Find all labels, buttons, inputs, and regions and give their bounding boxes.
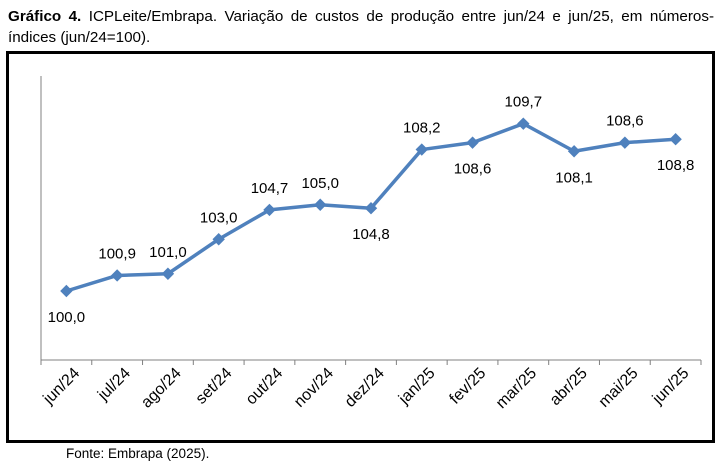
x-tick-label: mai/25 [596,365,642,411]
data-label: 108,1 [555,169,593,186]
data-point-marker [517,117,530,130]
data-label: 104,8 [352,226,390,243]
data-label-layer: 100,0 100,9 101,0 103,0 104,7 105,0 104,8 108,2… [48,94,695,326]
x-tick-label: jul/24 [94,365,134,405]
source-note: Fonte: Embrapa (2025). [66,446,210,461]
data-point-marker [618,136,632,149]
line-chart: 100,0 100,9 101,0 103,0 104,7 105,0 104,8 108,2… [40,76,702,412]
x-tick-label: dez/24 [342,365,388,411]
data-point-marker [110,269,124,282]
data-label: 108,6 [606,113,644,130]
data-label: 108,2 [403,120,441,137]
figure-caption: Gráfico 4. ICPLeite/Embrapa. Variação de… [8,6,714,48]
data-point-marker [314,198,327,211]
caption-text: ICPLeite/Embrapa. Variação de custos de … [8,8,714,46]
x-tick-label: out/24 [243,365,287,409]
data-label: 104,7 [251,180,289,197]
data-label: 108,8 [657,157,695,174]
data-label: 101,0 [149,244,187,261]
data-label: 108,6 [454,161,492,178]
data-label: 100,0 [48,309,86,326]
chart-frame: 100,0 100,9 101,0 103,0 104,7 105,0 104,8 108,2… [6,51,715,443]
data-point-marker [60,284,73,298]
series-marker-layer [60,117,682,298]
x-tick-label: ago/24 [138,365,185,412]
data-point-marker [466,136,479,149]
x-tick-label: mar/25 [493,365,540,412]
x-tick-label: jan/25 [395,365,439,409]
x-tick-label: abr/25 [547,365,591,409]
data-point-marker [669,132,682,146]
data-point-marker [364,201,378,215]
x-tick-label: set/24 [193,365,236,408]
data-point-marker [263,203,276,217]
data-label: 103,0 [200,209,238,226]
data-label: 109,7 [505,94,543,111]
data-point-marker [161,267,175,280]
data-point-marker [212,233,225,246]
x-tick-label: jun/25 [649,365,693,409]
data-label: 100,9 [98,245,136,262]
data-label: 105,0 [301,175,339,192]
x-tick-label-layer: jun/24 jul/24 ago/24 set/24 out/24 nov/24 dez/… [40,365,693,412]
x-tick-label: jun/24 [40,365,84,409]
chart-axes [40,76,702,365]
data-point-marker [567,145,581,158]
x-tick-label: nov/24 [291,365,337,411]
caption-label: Gráfico 4. [8,8,82,25]
x-tick-label: fev/25 [447,365,490,408]
data-point-marker [415,143,428,156]
